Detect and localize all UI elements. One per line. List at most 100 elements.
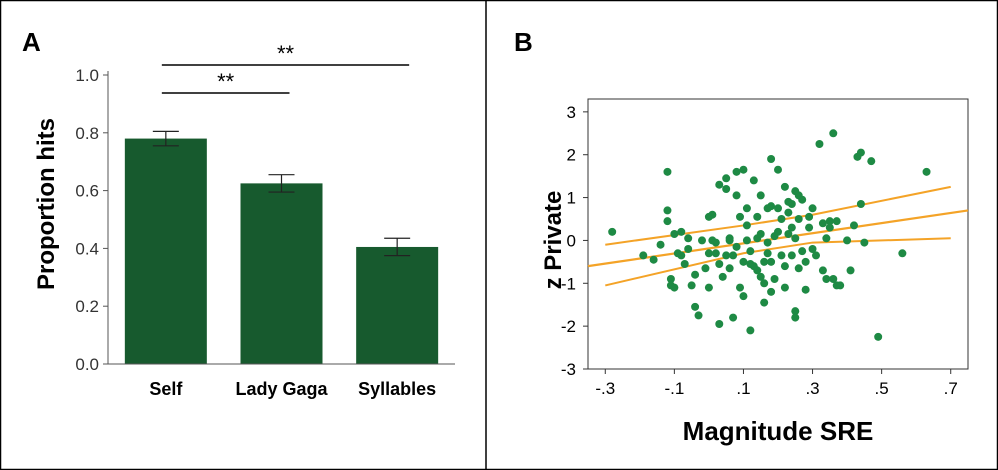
- scatter-point: [756, 272, 765, 281]
- scatter-point: [736, 283, 744, 292]
- scatter-point: [701, 264, 710, 273]
- scatter-point: [608, 227, 617, 236]
- scatter-point: [663, 206, 672, 215]
- scatter-point: [756, 191, 765, 200]
- scatter-point: [822, 234, 831, 243]
- scatter-point: [691, 270, 700, 279]
- y-tick-label: 2: [567, 146, 576, 165]
- panel-a-y-ticks: 0.0 0.2 0.4 0.6 0.8 1.0: [75, 66, 108, 374]
- scatter-point: [732, 167, 741, 176]
- scatter-point: [818, 219, 827, 228]
- y-tick-label: -1: [561, 274, 576, 293]
- panel-b-x-axis-label: Magnitude SRE: [683, 416, 874, 446]
- x-tick-label: .3: [805, 379, 819, 398]
- scatter-point: [732, 242, 741, 251]
- panel-a-bars: [124, 130, 439, 364]
- scatter-point: [777, 215, 786, 223]
- scatter-point: [763, 249, 772, 258]
- scatter-point: [818, 266, 827, 275]
- scatter-point: [780, 262, 789, 271]
- scatter-point: [736, 212, 744, 221]
- scatter-point: [684, 234, 693, 243]
- panel-b-scatter-plot: B 3 2 1 0 -1 -2 -3 -.3 -.1 .1 .3 .5 .7 Magnitude SR…: [514, 27, 969, 446]
- scatter-point: [649, 255, 658, 264]
- scatter-point: [808, 245, 817, 253]
- scatter-point: [732, 191, 741, 200]
- scatter-point: [836, 281, 845, 290]
- scatter-point: [767, 287, 776, 296]
- scatter-point: [774, 227, 782, 236]
- y-tick-label: 0.2: [75, 297, 99, 316]
- panel-a-x-tick-labels: Self Lady Gaga Syllables: [149, 379, 436, 399]
- x-tick-label: -.1: [664, 379, 684, 398]
- scatter-point: [677, 227, 686, 236]
- scatter-point: [753, 212, 762, 221]
- scatter-point: [805, 212, 814, 221]
- scatter-point: [812, 251, 820, 260]
- scatter-point: [742, 221, 751, 230]
- scatter-point: [670, 230, 679, 238]
- scatter-point: [677, 251, 686, 260]
- scatter-point: [860, 238, 869, 247]
- scatter-point: [780, 182, 789, 191]
- x-tick-label: Self: [149, 379, 183, 399]
- scatter-point: [787, 251, 796, 260]
- panel-b-y-axis-label: z Private: [540, 191, 567, 290]
- scatter-point: [663, 167, 672, 176]
- scatter-point: [798, 247, 807, 256]
- y-tick-label: 0.0: [75, 355, 99, 374]
- scatter-point: [791, 307, 800, 316]
- scatter-point: [742, 204, 751, 213]
- scatter-point: [794, 215, 803, 223]
- scatter-point: [687, 281, 696, 290]
- y-tick-label: 0.6: [75, 182, 99, 201]
- panel-a-y-axis-label: Proportion hits: [33, 118, 60, 290]
- scatter-point: [787, 223, 796, 232]
- scatter-point: [656, 240, 665, 249]
- scatter-point: [770, 275, 779, 283]
- scatter-point: [856, 200, 865, 208]
- scatter-point: [808, 204, 817, 213]
- x-tick-label: .5: [875, 379, 889, 398]
- panel-b-y-ticks: 3 2 1 0 -1 -2 -3: [561, 103, 588, 379]
- scatter-point: [874, 332, 883, 341]
- scatter-point: [850, 221, 858, 230]
- scatter-point: [639, 251, 648, 260]
- scatter-point: [691, 302, 700, 311]
- scatter-point: [784, 208, 793, 217]
- scatter-point: [767, 155, 776, 163]
- y-tick-label: 0: [567, 231, 576, 250]
- scatter-point: [815, 140, 824, 148]
- scatter-point: [729, 313, 738, 322]
- x-tick-label: Lady Gaga: [235, 379, 328, 399]
- scatter-point: [801, 285, 810, 294]
- scatter-point: [708, 210, 717, 219]
- scatter-point: [763, 238, 772, 247]
- scatter-point: [825, 223, 834, 232]
- scatter-point: [898, 249, 907, 258]
- scatter-point: [746, 247, 755, 256]
- scatter-point: [722, 174, 731, 183]
- scatter-point: [760, 279, 769, 288]
- confidence-band-lower: [605, 237, 951, 287]
- scatter-point: [822, 275, 831, 283]
- scatter-point: [739, 292, 748, 301]
- panel-b-label: B: [514, 27, 533, 57]
- scatter-point: [846, 266, 855, 275]
- scatter-point: [715, 260, 724, 268]
- scatter-point: [742, 236, 751, 245]
- x-tick-label: -.3: [595, 379, 615, 398]
- bar: [356, 246, 439, 364]
- scatter-point: [922, 167, 931, 176]
- panel-a-significance: ** **: [161, 41, 410, 94]
- x-tick-label: .7: [944, 379, 958, 398]
- panel-b-x-ticks: -.3 -.1 .1 .3 .5 .7: [595, 369, 958, 398]
- scatter-point: [867, 157, 876, 166]
- scatter-point: [698, 236, 706, 245]
- scatter-point: [787, 200, 796, 208]
- scatter-point: [784, 230, 793, 238]
- scatter-point: [704, 249, 713, 258]
- y-tick-label: 0.8: [75, 124, 99, 143]
- scatter-point: [680, 260, 689, 268]
- scatter-point: [760, 298, 769, 307]
